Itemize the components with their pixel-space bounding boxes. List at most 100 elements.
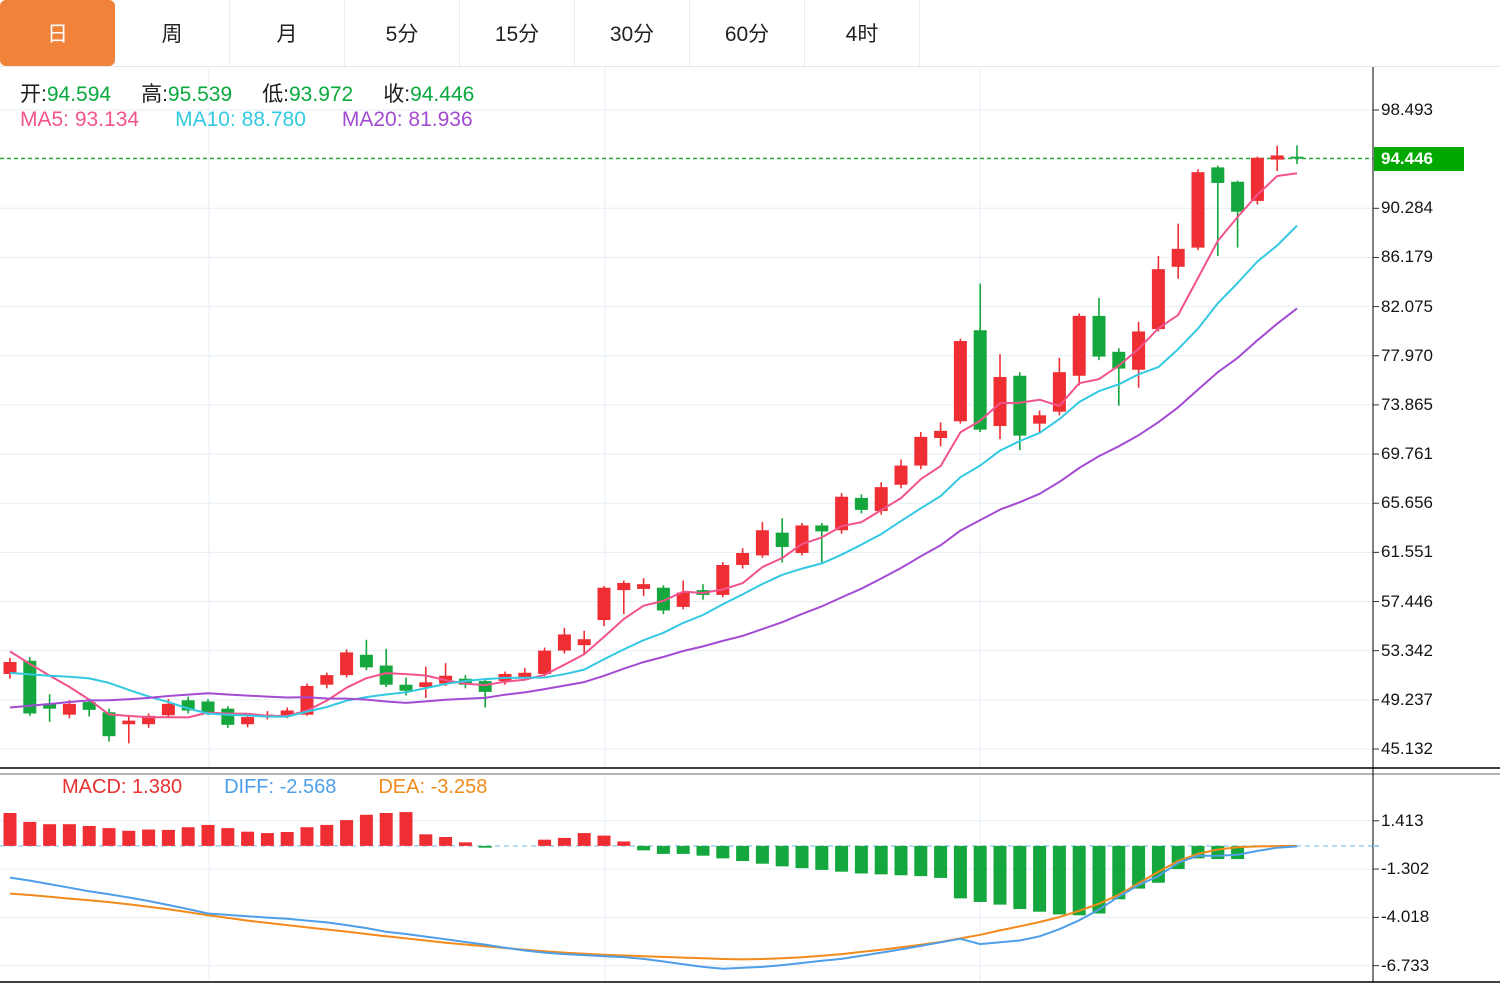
tab-day[interactable]: 日	[0, 0, 115, 66]
macd-hist-bar	[320, 824, 334, 846]
ma5-legend: MA5: 93.134	[20, 108, 140, 131]
macd-hist-bar	[300, 827, 314, 846]
macd-value-legend: MACD: 1.380	[62, 776, 183, 798]
macd-hist-bar	[82, 825, 96, 846]
macd-hist-bar	[102, 828, 116, 846]
price-axis-label: 82.075	[1381, 296, 1433, 316]
candle-body	[914, 436, 928, 466]
candle-body	[815, 525, 829, 532]
diff-line	[9, 845, 1298, 970]
price-axis-label: 77.970	[1381, 345, 1433, 365]
candle-body	[953, 341, 967, 422]
macd-hist-bar	[478, 845, 492, 848]
macd-hist-bar	[379, 812, 393, 846]
tab-30min[interactable]: 30分	[575, 0, 690, 66]
ohlc-close: 收:94.446	[383, 83, 475, 106]
candle-body	[993, 376, 1007, 427]
candle-body	[1072, 315, 1086, 376]
price-axis-label: 98.493	[1381, 100, 1433, 119]
macd-hist-bar	[1112, 845, 1126, 900]
candle-body	[280, 710, 294, 716]
ma-legend: MA5: 93.134 MA10: 88.780 MA20: 81.936	[20, 108, 473, 132]
candle-body	[478, 681, 492, 692]
macd-axis-label: -6.733	[1381, 955, 1430, 975]
candle-body	[1290, 156, 1304, 159]
macd-hist-bar	[43, 824, 57, 846]
macd-hist-bar	[280, 832, 294, 846]
macd-legend: MACD: 1.380 DIFF: -2.568 DEA: -3.258	[62, 776, 487, 799]
macd-hist-bar	[201, 824, 215, 846]
macd-hist-bar	[617, 841, 631, 846]
price-axis-label: 65.656	[1381, 493, 1433, 513]
macd-hist-bar	[3, 812, 17, 846]
macd-hist-bar	[538, 839, 552, 846]
candle-body	[340, 652, 354, 676]
macd-hist-bar	[142, 829, 156, 846]
candle-body	[656, 587, 670, 611]
macd-hist-bar	[1033, 845, 1047, 912]
macd-hist-bar	[775, 845, 789, 867]
macd-hist-bar	[993, 845, 1007, 905]
macd-hist-bar	[795, 845, 809, 869]
macd-hist-bar	[399, 812, 413, 846]
macd-hist-bar	[894, 845, 908, 876]
candle-body	[795, 525, 809, 553]
price-axis-label: 57.446	[1381, 591, 1433, 611]
macd-hist-bar	[161, 829, 175, 846]
macd-hist-bar	[676, 845, 690, 854]
ma20-legend: MA20: 81.936	[341, 108, 473, 131]
macd-hist-bar	[1013, 845, 1027, 910]
price-axis-label: 86.179	[1381, 247, 1433, 267]
macd-hist-bar	[815, 845, 829, 870]
tab-5min[interactable]: 5分	[345, 0, 460, 66]
candle-body	[597, 587, 611, 621]
macd-hist-bar	[1132, 845, 1146, 889]
ohlc-high: 高:95.539	[141, 83, 233, 106]
candle-body	[637, 584, 651, 589]
tab-60min[interactable]: 60分	[690, 0, 805, 66]
price-axis-label: 61.551	[1381, 542, 1433, 562]
macd-hist-bar	[458, 842, 472, 846]
macd-hist-bar	[241, 831, 255, 846]
candle-body	[300, 685, 314, 715]
tab-month[interactable]: 月	[230, 0, 345, 66]
dea-line	[9, 844, 1298, 961]
candle-body	[161, 703, 175, 716]
ohlc-open: 开:94.594	[20, 83, 112, 106]
tab-4hour[interactable]: 4时	[805, 0, 920, 66]
macd-hist-bar	[914, 845, 928, 877]
candle-body	[1112, 351, 1126, 369]
candle-body	[577, 639, 591, 646]
macd-hist-bar	[577, 833, 591, 846]
diff-value-legend: DIFF: -2.568	[224, 776, 337, 798]
ohlc-low: 低:93.972	[262, 83, 354, 106]
macd-hist-bar	[736, 845, 750, 862]
candle-body	[973, 330, 987, 430]
candle-body	[1033, 415, 1047, 424]
candle-body	[1092, 315, 1106, 357]
candle-body	[320, 675, 334, 685]
macd-hist-bar	[23, 821, 37, 846]
candle-body	[1270, 155, 1284, 160]
macd-hist-bar	[62, 824, 76, 846]
macd-hist-bar	[1052, 845, 1066, 915]
tab-week[interactable]: 周	[115, 0, 230, 66]
price-axis-label: 45.132	[1381, 738, 1433, 758]
candle-body	[359, 654, 373, 668]
candle-body	[43, 703, 57, 709]
macd-hist-bar	[874, 845, 888, 875]
candle-body	[221, 708, 235, 725]
tab-15min[interactable]: 15分	[460, 0, 575, 66]
macd-hist-bar	[122, 830, 136, 846]
candle-body	[557, 634, 571, 651]
macd-hist-bar	[696, 845, 710, 856]
candle-body	[1013, 375, 1027, 436]
candle-body	[676, 592, 690, 607]
candle-body	[241, 717, 255, 725]
candle-body	[62, 703, 76, 715]
macd-hist-bar	[1211, 845, 1225, 860]
price-axis-label: 49.237	[1381, 689, 1433, 709]
timeframe-tabbar: 日周月 5分 15分 30分 60分 4时	[0, 0, 1500, 67]
